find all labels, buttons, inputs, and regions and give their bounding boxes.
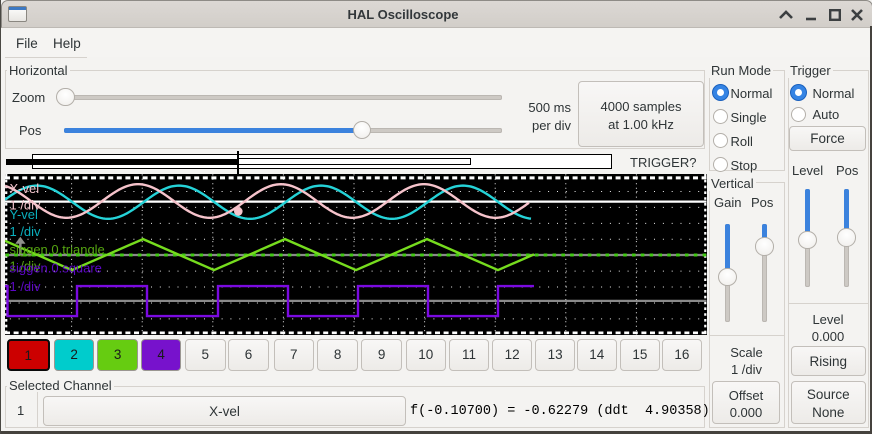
svg-text:1 /div: 1 /div xyxy=(10,259,42,274)
svg-text:1 /div: 1 /div xyxy=(10,224,42,239)
svg-text:siggen.0.square: siggen.0.square xyxy=(10,261,102,276)
svg-text:Y-vel: Y-vel xyxy=(10,207,39,222)
svg-text:1 /div: 1 /div xyxy=(10,279,42,294)
svg-text:1 /div: 1 /div xyxy=(10,198,42,213)
svg-text:X-vel: X-vel xyxy=(10,181,40,196)
svg-text:siggen.0.triangle: siggen.0.triangle xyxy=(10,242,105,257)
